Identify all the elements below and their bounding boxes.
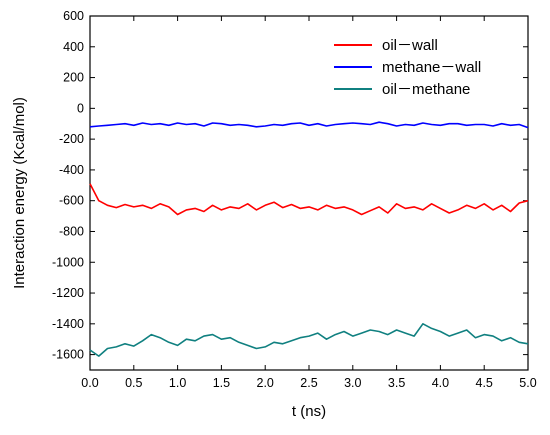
legend: oil－wall methane－wall oil－methane bbox=[334, 37, 481, 98]
x-tick-label: 0.0 bbox=[81, 376, 98, 390]
y-tick-label: -600 bbox=[59, 194, 84, 208]
x-tick-label: 5.0 bbox=[519, 376, 536, 390]
legend-label: oil－methane bbox=[382, 81, 470, 98]
x-tick-label: 1.0 bbox=[169, 376, 186, 390]
x-tick-label: 4.5 bbox=[476, 376, 493, 390]
x-axis-title: t (ns) bbox=[292, 403, 326, 420]
x-tick-label: 2.5 bbox=[300, 376, 317, 390]
series-line-1 bbox=[89, 121, 529, 129]
legend-label: methane－wall bbox=[382, 59, 481, 76]
x-tick-label: 0.5 bbox=[125, 376, 142, 390]
y-tick-label: 400 bbox=[63, 40, 84, 54]
y-tick-label: -1400 bbox=[52, 317, 84, 331]
y-tick-label: -800 bbox=[59, 224, 84, 238]
y-tick-label: -400 bbox=[59, 163, 84, 177]
x-tick-label: 3.0 bbox=[344, 376, 361, 390]
x-tick-label: 4.0 bbox=[432, 376, 449, 390]
series-line-2 bbox=[89, 322, 529, 357]
series-line-0 bbox=[89, 183, 529, 216]
y-tick-label: -1600 bbox=[52, 348, 84, 362]
y-tick-label: 0 bbox=[77, 101, 84, 115]
legend-label: oil－wall bbox=[382, 37, 438, 54]
series-layer bbox=[89, 121, 529, 357]
y-axis-ticks: 600 400 200 0 -200 -400 -600 -800 -1000 -1200 -140… bbox=[52, 9, 528, 362]
y-tick-label: -1000 bbox=[52, 255, 84, 269]
y-tick-label: 200 bbox=[63, 71, 84, 85]
x-tick-label: 2.0 bbox=[257, 376, 274, 390]
x-axis-ticks: 0.0 0.5 1.0 1.5 2.0 2.5 3.0 3.5 4.0 4.5 5.0 bbox=[81, 16, 537, 390]
y-axis-title: Interaction energy (Kcal/mol) bbox=[11, 97, 28, 289]
x-tick-label: 3.5 bbox=[388, 376, 405, 390]
x-tick-label: 1.5 bbox=[213, 376, 230, 390]
y-tick-label: -1200 bbox=[52, 286, 84, 300]
y-tick-label: -200 bbox=[59, 132, 84, 146]
y-tick-label: 600 bbox=[63, 9, 84, 23]
